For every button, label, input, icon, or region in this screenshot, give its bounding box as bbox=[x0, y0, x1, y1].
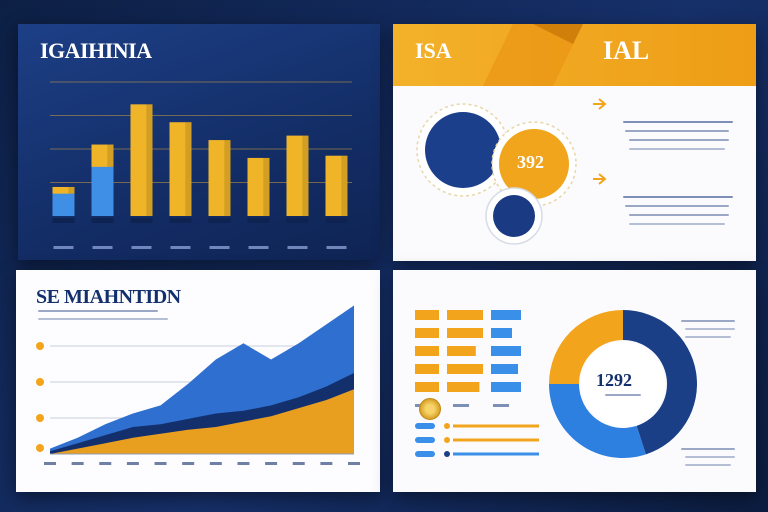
hbar-cell bbox=[491, 328, 512, 338]
x-tick-label bbox=[126, 462, 139, 465]
bar-base bbox=[169, 218, 192, 223]
progress-bar bbox=[453, 452, 539, 456]
bar-sublabel-line bbox=[287, 246, 308, 249]
progress-tag bbox=[415, 437, 435, 443]
circles-graphic bbox=[416, 98, 607, 245]
header-right-text: IAL bbox=[603, 36, 650, 65]
x-tick-label bbox=[182, 462, 195, 465]
header-ribbon bbox=[483, 24, 583, 86]
hbar-label-line bbox=[493, 404, 509, 407]
donut-center-value: 1292 bbox=[596, 370, 632, 390]
y-tick-dot bbox=[36, 414, 44, 422]
progress-dot bbox=[444, 451, 450, 457]
donut-chart-panel: 1292 bbox=[393, 270, 756, 492]
circle-gold-value: 392 bbox=[517, 152, 544, 172]
hbar-cell bbox=[447, 310, 483, 320]
circles-infographic-panel: ISA IAL 392 bbox=[393, 24, 756, 261]
bar-gold bbox=[208, 140, 231, 216]
bar-shade bbox=[185, 122, 192, 216]
hbar-cell bbox=[447, 364, 483, 374]
progress-dot bbox=[444, 437, 450, 443]
bar-gold bbox=[247, 157, 270, 216]
progress-bar bbox=[453, 424, 539, 428]
x-tick-label bbox=[320, 462, 333, 465]
x-tick-label bbox=[209, 462, 222, 465]
bar-sublabel-line bbox=[209, 246, 230, 249]
bar-gold bbox=[286, 135, 309, 216]
bar-base bbox=[325, 218, 348, 223]
hbar-cell bbox=[447, 328, 483, 338]
bar-shade bbox=[341, 155, 348, 216]
hbar-cell bbox=[415, 328, 439, 338]
header-left-text: ISA bbox=[415, 38, 452, 63]
bar-chart-title: IGAIHINIA bbox=[40, 38, 152, 63]
progress-tag bbox=[415, 423, 435, 429]
bar-shade bbox=[302, 135, 309, 216]
hbar-cell bbox=[415, 382, 439, 392]
hbar-cell bbox=[415, 364, 439, 374]
x-tick-label bbox=[292, 462, 305, 465]
bar-base bbox=[247, 218, 270, 223]
x-tick-label bbox=[348, 462, 360, 465]
hbar-label-line bbox=[453, 404, 469, 407]
bar-gold bbox=[130, 104, 153, 216]
area-chart-plot bbox=[36, 305, 360, 465]
hbar-cell bbox=[447, 346, 476, 356]
bar-base bbox=[286, 218, 309, 223]
progress-medal-icon bbox=[419, 398, 441, 420]
progress-tag bbox=[415, 451, 435, 457]
bar-base bbox=[52, 218, 75, 223]
hbar-cell bbox=[491, 310, 521, 320]
progress-bars bbox=[415, 423, 539, 457]
bar-gold bbox=[325, 155, 348, 216]
bar-blue bbox=[91, 166, 114, 216]
y-tick-dot bbox=[36, 342, 44, 350]
hbar-cell bbox=[415, 310, 439, 320]
donut-center-caption bbox=[605, 394, 641, 396]
bar-blue bbox=[52, 193, 75, 216]
y-tick-dot bbox=[36, 444, 44, 452]
bar-sublabel-line bbox=[92, 246, 113, 249]
bar-sublabel-line bbox=[326, 246, 347, 249]
bar-sublabel-line bbox=[131, 246, 152, 249]
x-tick-label bbox=[99, 462, 112, 465]
x-tick-label bbox=[71, 462, 84, 465]
area-chart-title: SE MIAHNTIDN bbox=[36, 286, 181, 308]
hbar-cell bbox=[447, 382, 480, 392]
bar-sublabel-line bbox=[248, 246, 269, 249]
bar-base bbox=[130, 218, 153, 223]
bar-base bbox=[91, 218, 114, 223]
bar-sublabel-line bbox=[170, 246, 191, 249]
donut-slice bbox=[623, 310, 697, 455]
bar-shade bbox=[146, 104, 153, 216]
y-tick-dot bbox=[36, 378, 44, 386]
hbar-cell bbox=[491, 382, 521, 392]
progress-dot bbox=[444, 423, 450, 429]
x-tick-label bbox=[237, 462, 250, 465]
bar-gold bbox=[169, 122, 192, 216]
horizontal-bar-grid bbox=[415, 310, 521, 407]
x-tick-label bbox=[44, 462, 56, 465]
x-tick-label bbox=[154, 462, 167, 465]
bar-chart-plot bbox=[50, 81, 352, 249]
x-tick-label bbox=[265, 462, 278, 465]
bar-chart-panel: IGAIHINIA bbox=[18, 24, 380, 260]
progress-bar bbox=[453, 438, 539, 442]
hbar-cell bbox=[415, 346, 439, 356]
bar-base bbox=[208, 218, 231, 223]
hbar-cell bbox=[491, 364, 518, 374]
donut-hole bbox=[581, 342, 665, 426]
donut-slice bbox=[549, 310, 623, 384]
area-chart-panel: SE MIAHNTIDN bbox=[16, 270, 380, 492]
donut-chart bbox=[549, 310, 697, 458]
bar-shade bbox=[224, 140, 231, 216]
donut-slice bbox=[549, 384, 646, 458]
bar-shade bbox=[263, 157, 270, 216]
hbar-cell bbox=[491, 346, 521, 356]
bar-sublabel-line bbox=[53, 246, 74, 249]
area-series-3 bbox=[50, 389, 354, 454]
